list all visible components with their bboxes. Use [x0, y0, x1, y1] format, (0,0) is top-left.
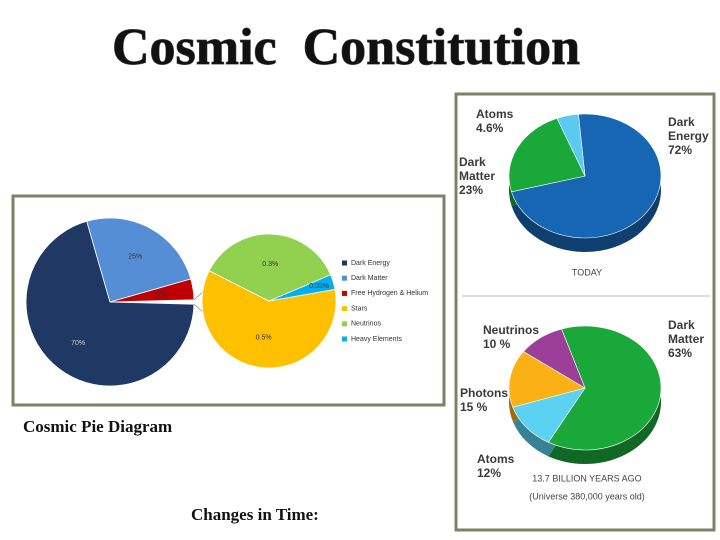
pie-caption: 13.7 BILLION YEARS AGO [532, 473, 641, 483]
legend-label: Neutrinos [351, 321, 381, 328]
pie-slice [547, 325, 662, 451]
data-label: 0.5% [256, 334, 272, 341]
slice-label: Dark Matter 23% [459, 155, 499, 197]
data-label: 0.03% [309, 283, 329, 290]
slide-title: Cosmic Constitution [112, 19, 580, 76]
slice-value: 63% [668, 346, 693, 360]
legend-label: Free Hydrogen & Helium [351, 290, 428, 297]
legend-label: Dark Energy [351, 260, 390, 267]
caption: Cosmic Pie Diagram [23, 417, 172, 436]
slice-name: Dark Matter [459, 155, 496, 183]
legend-label: Dark Matter [351, 275, 388, 282]
slice-value: 15 % [460, 400, 488, 414]
slice-label: Atoms 4.6% [476, 107, 536, 135]
slice-label: Neutrinos 10 % [483, 323, 553, 351]
legend-swatch [342, 290, 347, 296]
slice-value: 12% [477, 466, 502, 480]
pie-slice [511, 113, 662, 239]
slice-name: Photons [460, 386, 508, 400]
pie-slice [268, 274, 336, 302]
pie-slice [25, 220, 195, 387]
data-label: 0.3% [262, 261, 278, 268]
pie-slice [508, 351, 586, 408]
slice-value: 23% [459, 183, 484, 197]
legend-swatch [342, 321, 347, 327]
slice-name: Neutrinos [483, 323, 540, 337]
pie-slice [208, 233, 332, 302]
slice-name: Atoms [476, 107, 514, 121]
slice-label: Dark Matter 63% [668, 318, 708, 360]
pie-slice [201, 270, 337, 369]
pie-caption: TODAY [572, 267, 602, 277]
legend-label: Stars [351, 305, 368, 312]
pie-slice [86, 217, 192, 303]
slice-name: Dark Matter [668, 318, 705, 346]
pie-slice [556, 113, 586, 177]
slice-value: 72% [668, 143, 693, 157]
legend-swatch [342, 336, 347, 342]
data-label: 70% [71, 340, 85, 347]
legend-swatch [342, 260, 347, 266]
slice-name: Dark Energy [668, 115, 709, 143]
legend-swatch [342, 275, 347, 281]
legend-label: Heavy Elements [351, 336, 402, 343]
data-label: 4% [156, 291, 166, 298]
legend-swatch [342, 306, 347, 312]
data-label: 25% [128, 253, 142, 260]
slice-value: 4.6% [476, 121, 504, 135]
pie-subcaption: (Universe 380,000 years old) [529, 491, 645, 501]
pie-slice [508, 117, 586, 193]
slice-label: Atoms 12% [477, 452, 537, 480]
slice-label: Photons 15 % [460, 386, 520, 414]
pie-slice [523, 328, 586, 389]
slice-value: 10 % [483, 337, 511, 351]
slice-label: Dark Energy 72% [668, 115, 709, 157]
slice-name: Atoms [477, 452, 515, 466]
caption: Changes in Time: [191, 505, 319, 524]
